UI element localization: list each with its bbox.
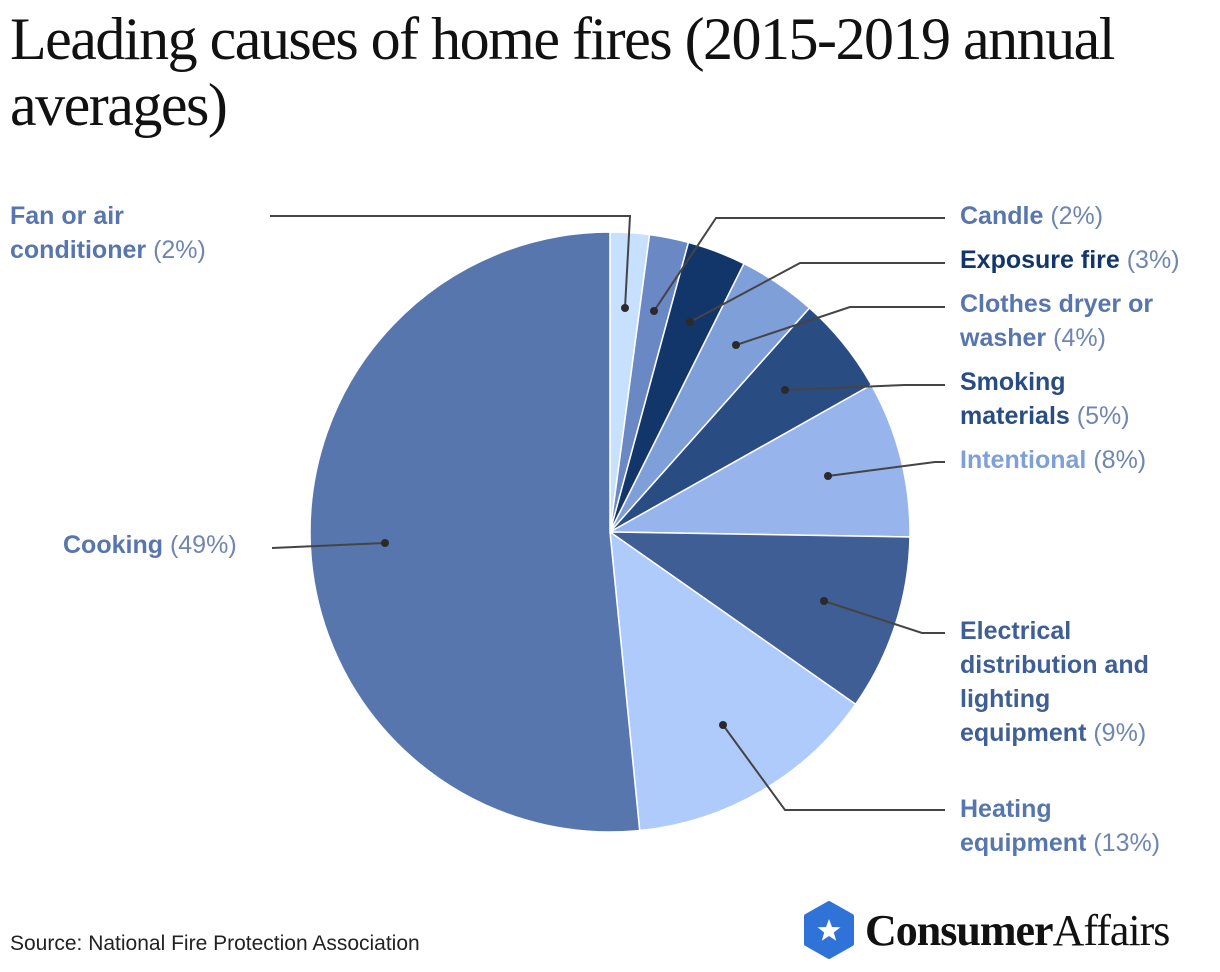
label-electrical: Electrical distribution and lighting equipm… [960, 614, 1149, 750]
leader-dot [732, 341, 740, 349]
pie-slice-intentional [607, 383, 911, 538]
label-exposure: Exposure fire (3%) [960, 243, 1180, 277]
label-pct: (9%) [1093, 719, 1147, 747]
leader-line [722, 724, 945, 811]
leader-line [270, 215, 632, 309]
label-pct: (3%) [1126, 246, 1180, 274]
label-name: Intentional [960, 446, 1087, 474]
chart-title: Leading causes of home fires (2015-2019 … [10, 6, 1115, 138]
source-note: Source: National Fire Protection Associa… [10, 932, 420, 955]
label-name: Candle [960, 202, 1044, 230]
label-cooking: Cooking (49%) [63, 528, 237, 562]
consumeraffairs-logo: ConsumerAffairs [803, 900, 1171, 960]
label-name: Clothes dryer or [960, 290, 1154, 318]
label-name: lighting [960, 685, 1051, 713]
logo-regular: Affairs [1052, 905, 1171, 955]
label-name: Electrical [960, 617, 1072, 645]
leader-line [735, 306, 945, 346]
pie-slice-cooking [309, 231, 641, 833]
leader-line [823, 600, 945, 634]
leader-dot [781, 386, 789, 394]
label-name: Fan or air [10, 202, 124, 230]
label-name: washer [960, 324, 1047, 352]
pie-slice-heating-equipment [609, 530, 857, 832]
label-name: Smoking [960, 368, 1066, 396]
leader-line [827, 461, 945, 477]
leader-dot [686, 318, 694, 326]
leader-dot [621, 304, 629, 312]
label-name: equipment [960, 719, 1087, 747]
leader-dot [820, 597, 828, 605]
label-fan: Fan or air conditioner (2%) [10, 199, 206, 267]
label-intentional: Intentional (8%) [960, 443, 1146, 477]
leader-line [784, 384, 945, 391]
leader-dot [650, 307, 658, 315]
leader-dot [381, 539, 389, 547]
label-pct: (2%) [153, 236, 206, 264]
label-pct: (5%) [1076, 402, 1130, 430]
label-candle: Candle (2%) [960, 199, 1103, 233]
leader-line [689, 262, 945, 323]
label-name: Cooking [63, 531, 163, 559]
label-pct: (4%) [1053, 324, 1106, 352]
label-smoking: Smoking materials (5%) [960, 365, 1130, 433]
label-name: materials [960, 402, 1070, 430]
leader-line [271, 542, 386, 549]
star-hexagon-icon [804, 901, 854, 959]
leader-dot [824, 472, 832, 480]
label-name: Heating [960, 795, 1052, 823]
logo-bold: Consumer [865, 905, 1054, 955]
label-pct: (13%) [1093, 829, 1161, 857]
leader-line [653, 217, 945, 312]
label-name: distribution and [960, 651, 1149, 679]
label-pct: (49%) [169, 531, 237, 559]
label-name: conditioner [10, 236, 147, 264]
label-pct: (2%) [1050, 202, 1104, 230]
label-name: equipment [960, 829, 1087, 857]
label-clothes: Clothes dryer or washer (4%) [960, 287, 1153, 355]
leader-dot [719, 721, 727, 729]
label-heating: Heating equipment (13%) [960, 792, 1160, 860]
label-name: Exposure fire [960, 246, 1120, 274]
label-pct: (8%) [1093, 446, 1147, 474]
